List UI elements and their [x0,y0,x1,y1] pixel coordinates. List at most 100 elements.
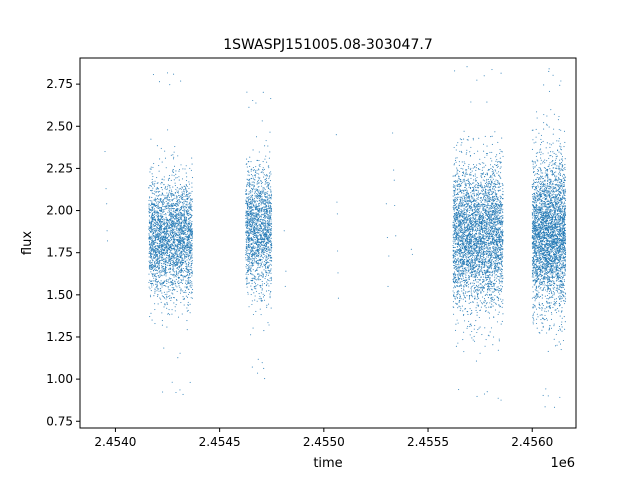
data-point [182,296,184,298]
data-point [169,185,171,187]
data-point [157,281,159,283]
data-point [157,280,160,282]
data-point [149,296,152,298]
data-point [269,151,271,153]
data-point [163,280,165,282]
data-point [253,228,255,230]
data-point [246,198,248,200]
data-point [148,187,150,189]
data-point [148,204,150,206]
data-point [256,226,258,228]
data-point [151,268,153,271]
data-point [186,223,188,225]
data-point [184,168,186,170]
data-point [179,252,181,254]
data-point [183,196,185,198]
data-point [164,233,166,235]
data-point [253,229,255,231]
data-point [189,276,191,279]
data-point [183,185,185,187]
data-point [174,204,176,206]
data-point [157,245,159,247]
data-point [160,200,162,202]
data-point [161,221,163,223]
data-point [170,281,172,284]
data-point [183,193,185,195]
data-point [263,367,265,370]
data-point [161,259,163,261]
data-point [250,190,252,192]
data-point [179,246,181,248]
data-point [191,231,193,233]
data-point [163,228,165,230]
data-point [184,222,186,224]
data-point [248,219,250,222]
data-point [248,201,250,203]
data-point [258,173,260,175]
data-point [176,243,178,245]
data-point [160,198,162,200]
data-point [172,257,174,259]
data-point [453,275,455,277]
data-point [268,172,271,174]
data-point [174,254,176,256]
data-point [168,239,171,241]
data-point [167,312,170,314]
data-point [163,261,165,263]
data-point [174,248,176,250]
data-point [180,256,182,258]
data-point [183,232,186,234]
data-point [186,194,188,196]
data-point [170,209,172,211]
data-point [267,225,269,227]
data-point [164,150,166,152]
data-point [176,290,178,293]
data-point [163,229,165,231]
data-point [154,235,156,237]
data-point [270,272,272,274]
data-point [248,306,250,308]
data-point [173,265,175,267]
data-point [181,209,184,212]
data-point [267,145,269,147]
data-point [260,286,262,288]
data-point [263,241,265,243]
data-point [157,188,160,190]
data-point [161,228,163,230]
data-point [184,251,186,253]
data-point [254,212,256,214]
data-point [177,274,179,276]
data-point [262,273,264,275]
data-points [104,66,567,408]
data-point [266,202,268,204]
data-point [246,226,248,228]
data-point [163,205,165,207]
data-point [182,261,185,264]
data-point [264,202,266,205]
data-point [246,192,248,194]
data-point [252,242,254,244]
data-point [253,264,255,266]
data-point [170,236,172,238]
data-point [185,236,187,238]
data-point [245,163,247,165]
data-point [183,267,185,270]
data-point [165,261,167,263]
data-point [165,298,167,300]
data-point [255,285,257,287]
data-point [453,163,456,165]
data-point [270,223,272,225]
data-point [160,226,162,228]
data-point [177,217,179,220]
data-point [173,237,175,239]
data-point [151,196,153,199]
data-point [160,216,162,218]
data-point [261,120,263,122]
data-point [176,236,178,239]
data-point [257,206,259,208]
data-point [255,214,257,216]
data-point [151,192,153,194]
data-point [161,222,163,224]
data-point [171,174,173,176]
data-point [160,298,162,300]
